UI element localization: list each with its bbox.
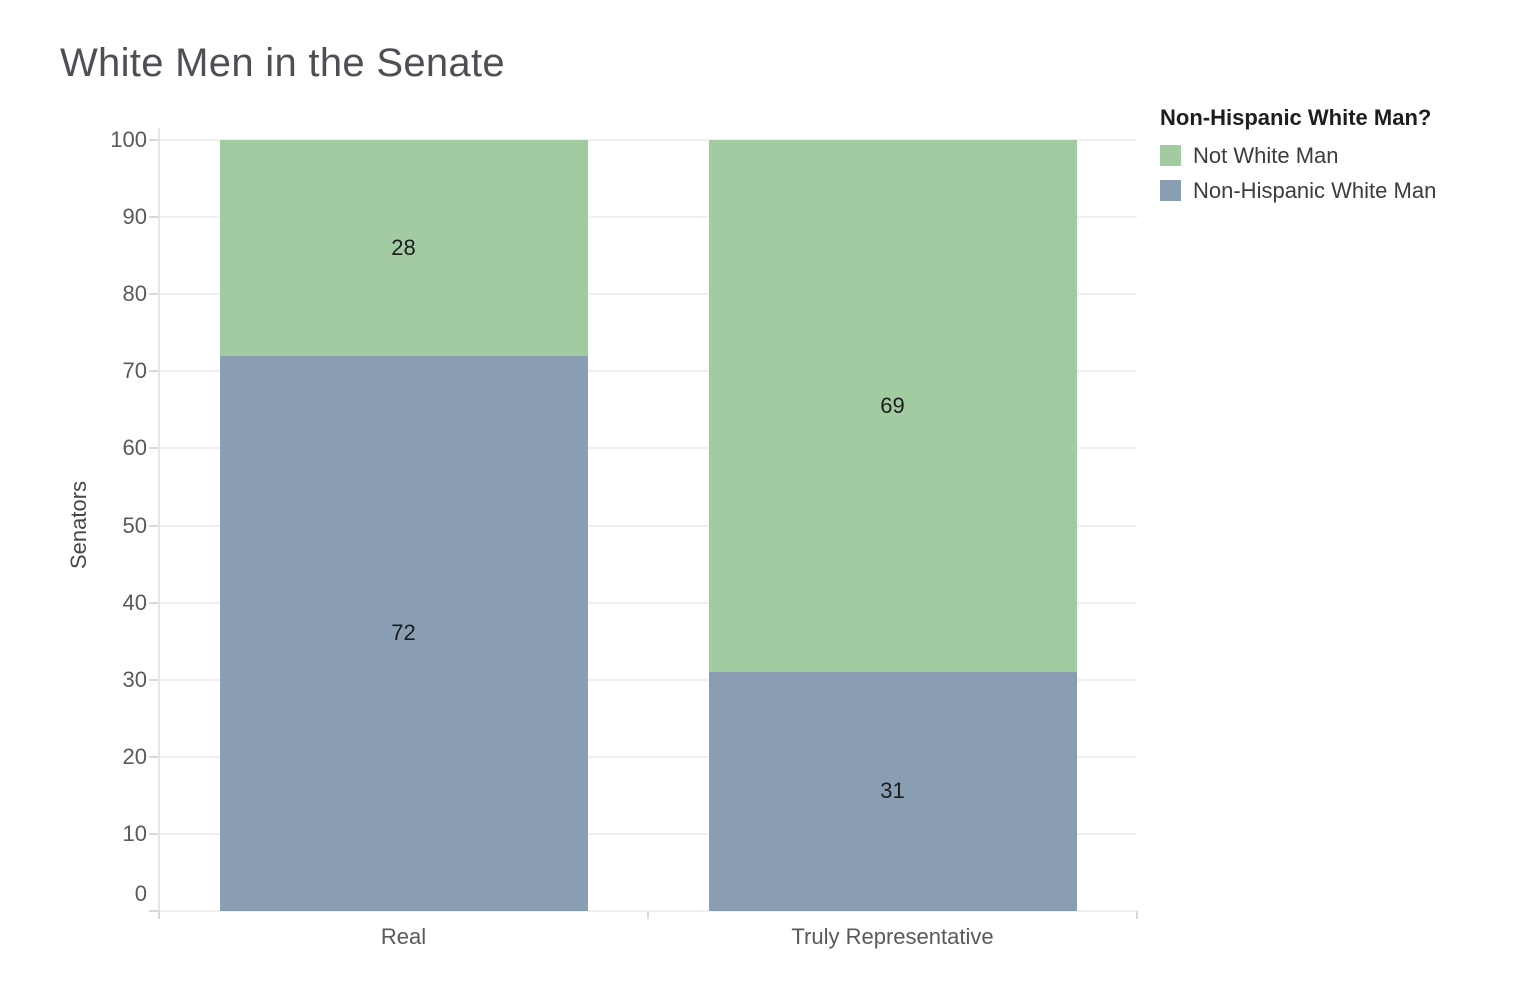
grid-line	[159, 139, 1137, 141]
grid-line	[159, 293, 1137, 296]
y-tick-label: 60	[122, 435, 147, 461]
bar-segment[interactable]	[219, 355, 588, 911]
x-axis-tick-mark	[1136, 911, 1138, 919]
x-category-label: Truly Representative	[791, 924, 994, 949]
y-tick-label: 10	[122, 820, 147, 846]
legend: Non-Hispanic White Man? Not White Man Non…	[1160, 105, 1436, 208]
legend-items: Not White Man Non-Hispanic White Man	[1160, 138, 1436, 208]
legend-item[interactable]: Not White Man	[1160, 138, 1436, 173]
chart-title: White Men in the Senate	[60, 41, 505, 85]
grid-line	[159, 678, 1137, 681]
y-tick-mark	[149, 139, 158, 141]
grid-line	[159, 755, 1137, 758]
grid-line	[159, 524, 1137, 527]
y-tick-mark	[149, 370, 158, 373]
x-category-label: Real	[380, 924, 427, 949]
bar-value-label: 28	[391, 234, 416, 260]
y-tick-label: 90	[122, 204, 147, 230]
bar-segment[interactable]	[708, 671, 1077, 911]
y-tick-label: 50	[122, 512, 147, 538]
y-tick-mark	[149, 910, 158, 912]
y-tick-mark	[149, 293, 158, 296]
grid-line	[159, 601, 1137, 604]
y-axis-line	[158, 128, 160, 911]
y-tick-mark	[149, 447, 158, 450]
bar-segment[interactable]	[708, 140, 1077, 672]
bar-segment[interactable]	[219, 140, 588, 356]
legend-title: Non-Hispanic White Man?	[1160, 105, 1432, 130]
y-tick-mark	[149, 524, 158, 527]
legend-swatch	[1160, 145, 1181, 166]
grid-line	[159, 370, 1137, 373]
y-tick-mark	[149, 755, 158, 758]
legend-item[interactable]: Non-Hispanic White Man	[1160, 173, 1436, 208]
grid-line	[159, 447, 1137, 450]
x-axis-tick-mark	[158, 911, 160, 919]
bar-value-label: 72	[391, 620, 416, 646]
legend-item-label: Non-Hispanic White Man	[1193, 177, 1437, 203]
legend-item-label: Not White Man	[1193, 142, 1339, 168]
x-axis-tick-mark	[647, 911, 649, 919]
y-tick-label: 30	[122, 666, 147, 692]
grid-line	[159, 832, 1137, 835]
bar-value-label: 31	[880, 778, 905, 804]
y-tick-label: 20	[122, 743, 147, 769]
y-tick-label: 70	[122, 358, 147, 384]
y-tick-label: 100	[110, 127, 147, 152]
y-tick-mark	[149, 216, 158, 219]
legend-swatch	[1160, 180, 1181, 201]
y-tick-label: 80	[122, 281, 147, 307]
y-tick-label: 0	[134, 881, 147, 906]
y-tick-mark	[149, 678, 158, 681]
grid-line	[159, 216, 1137, 219]
y-tick-mark	[149, 832, 158, 835]
bar-value-label: 69	[880, 392, 905, 418]
y-tick-mark	[149, 601, 158, 604]
y-tick-label: 40	[122, 589, 147, 615]
